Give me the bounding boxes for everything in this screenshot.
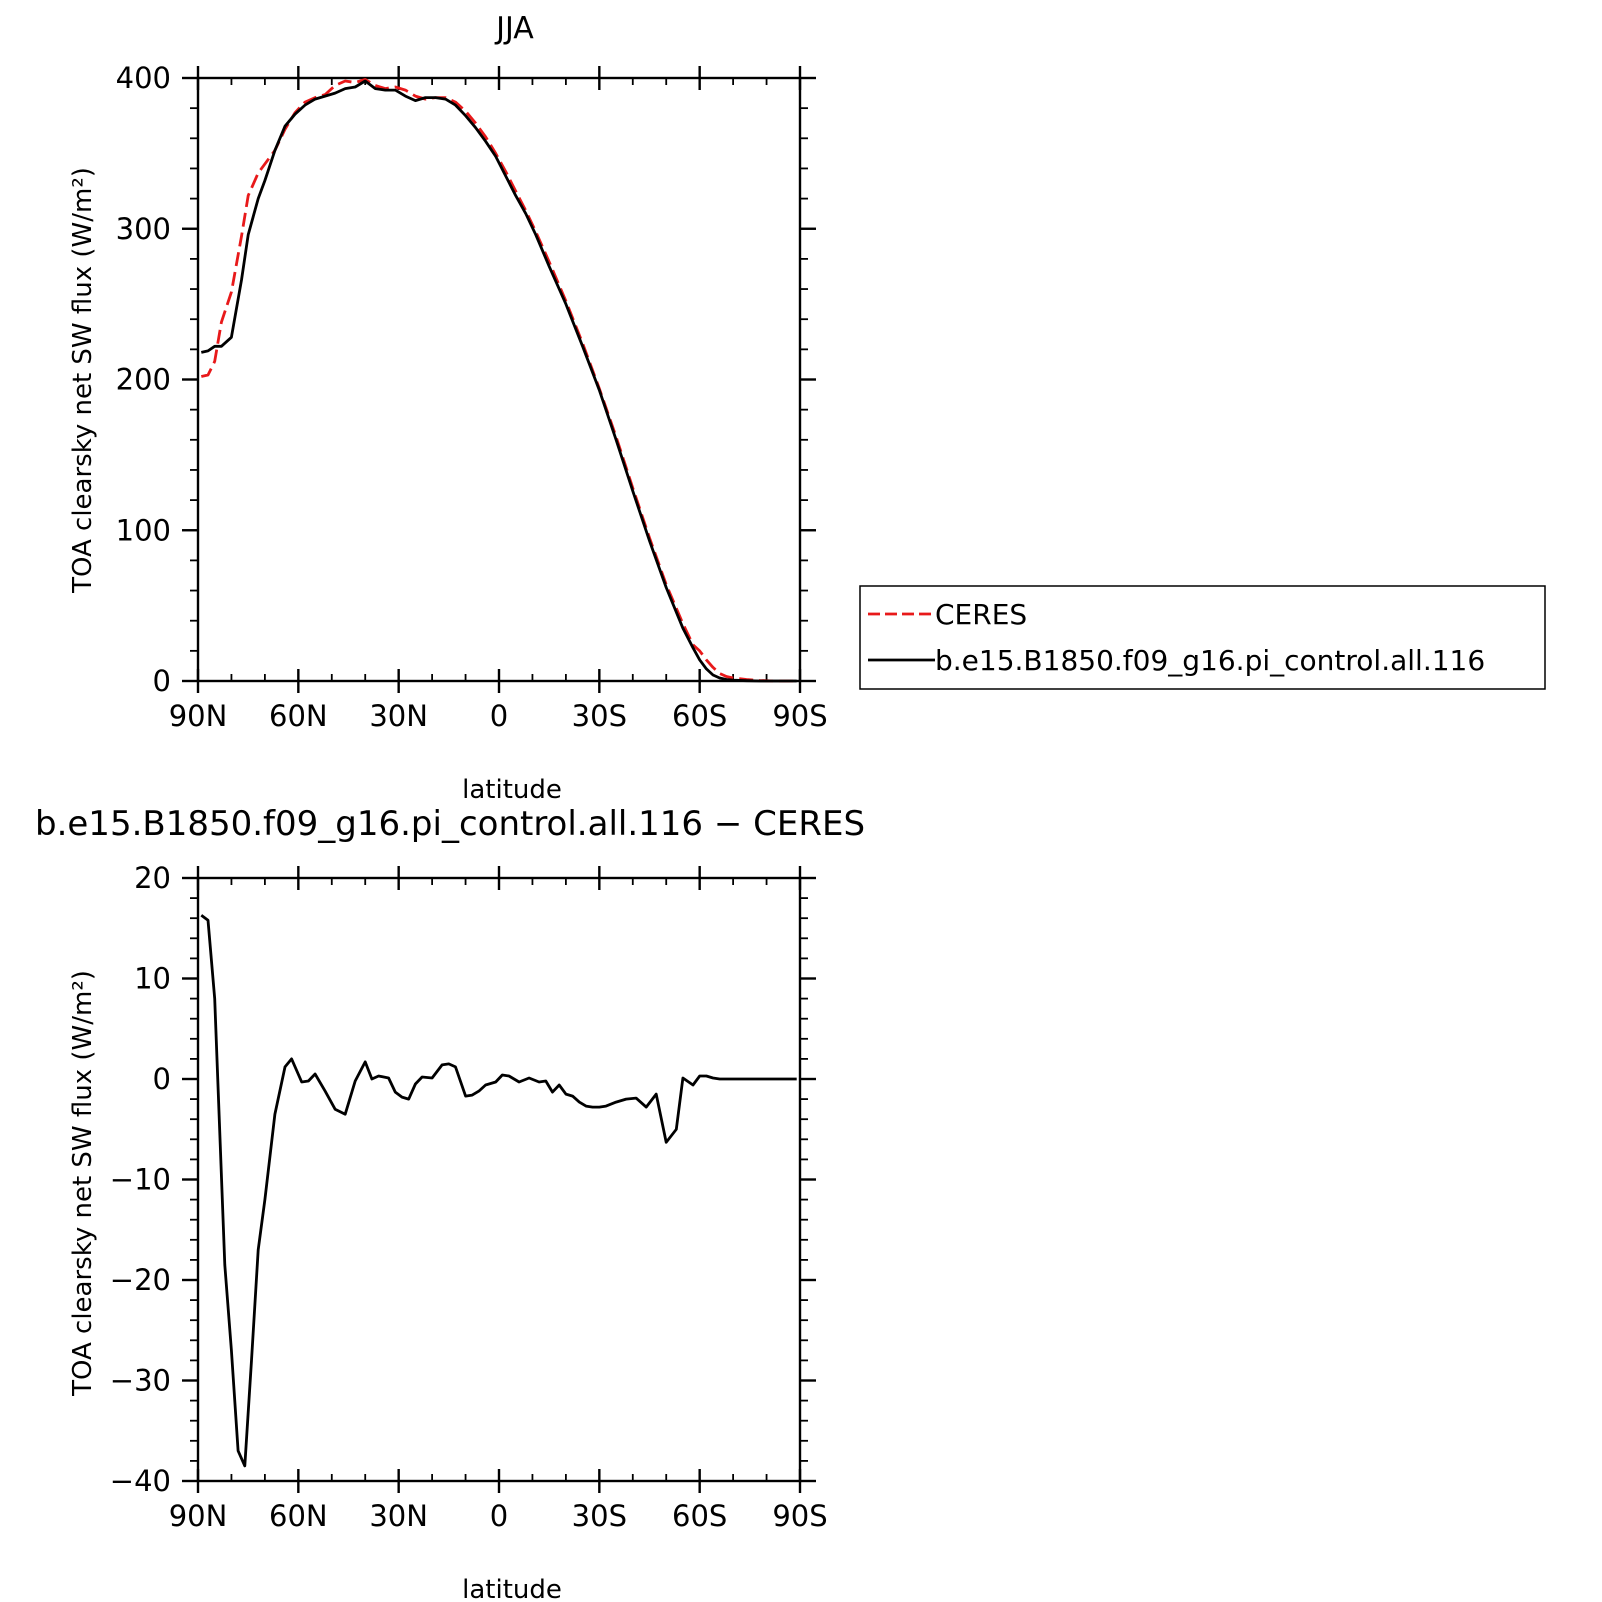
top-plot-area: 90N 60N 30N 0 30S 60S 90S 0 100 200 300 400 [116,61,828,733]
bottom-y-tick-label: 20 [134,861,171,895]
bottom-series-line-1 [200,914,797,1468]
top-x-tick-label: 0 [490,699,508,733]
bottom-y-tick-label: −40 [110,1464,171,1498]
top-series-line-1 [200,78,797,683]
legend-model-label: b.e15.B1850.f09_g16.pi_control.all.116 [935,644,1485,677]
bottom-y-tick-label: 0 [153,1062,171,1096]
bottom-x-tick-label: 30S [572,1499,627,1533]
bottom-x-axis-label: latitude [462,1575,562,1602]
bottom-y-tick-label: −10 [110,1163,171,1197]
top-chart-title: JJA [494,11,534,46]
top-y-tick-label: 200 [116,363,171,397]
legend-box [859,585,1546,690]
top-x-tick-label: 30N [369,699,428,733]
top-x-tick-label: 60S [672,699,727,733]
bottom-y-tick-label: −30 [110,1364,171,1398]
bottom-plot-frame [196,876,802,1483]
legend: CERES b.e15.B1850.f09_g16.pi_control.all… [859,585,1546,690]
top-y-tick-label: 300 [116,212,171,246]
bottom-y-tick-label: −20 [110,1263,171,1297]
top-x-axis-label: latitude [462,775,562,805]
bottom-plot-area: 90N 60N 30N 0 30S 60S 90S −40 −30 −20 −10 0 10 20 [110,861,828,1533]
bottom-x-tick-label: 60S [672,1499,727,1533]
top-x-tick-label: 60N [269,699,328,733]
top-y-axis-label: TOA clearsky net SW flux (W/m²) [68,167,98,594]
top-panel: JJA TOA clearsky net SW flux (W/m²) lati… [68,11,828,805]
bottom-x-tick-label: 90S [772,1499,827,1533]
top-series-line-2 [200,79,797,683]
top-y-tick-label: 400 [116,61,171,95]
bottom-x-tick-label: 60N [269,1499,328,1533]
bottom-x-tick-label: 90N [169,1499,228,1533]
top-plot-frame [196,76,802,683]
bottom-x-tick-label: 0 [490,1499,508,1533]
top-y-tick-label: 0 [153,664,171,698]
bottom-panel: b.e15.B1850.f09_g16.pi_control.all.116 −… [35,804,865,1602]
legend-ceres-label: CERES [935,598,1027,631]
bottom-y-tick-label: 10 [134,962,171,996]
bottom-x-tick-label: 30N [369,1499,428,1533]
bottom-y-axis-label: TOA clearsky net SW flux (W/m²) [68,970,98,1397]
top-x-tick-label: 30S [572,699,627,733]
bottom-chart-title: b.e15.B1850.f09_g16.pi_control.all.116 −… [35,804,865,844]
top-x-tick-label: 90S [772,699,827,733]
top-y-tick-label: 100 [116,513,171,547]
top-x-tick-label: 90N [169,699,228,733]
